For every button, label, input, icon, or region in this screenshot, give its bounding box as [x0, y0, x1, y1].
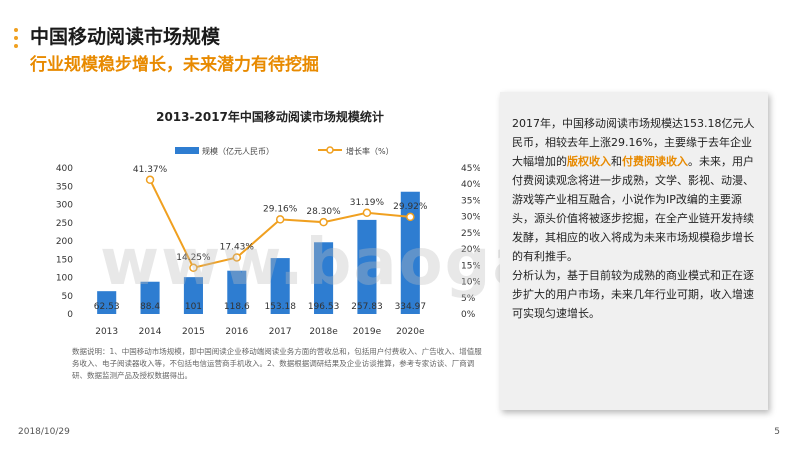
growth-rate-label: 29.92% — [393, 202, 428, 212]
growth-rate-point — [319, 217, 328, 227]
bar-value-label: 88.4 — [140, 302, 160, 312]
growth-rate-point — [275, 215, 285, 224]
market-size-chart: 规模（亿元人民币） 增长率（%） 0 50 100 150 200 250 300 350 400 0… — [56, 146, 480, 337]
y-right-tick-label: 15% — [461, 261, 480, 271]
x-tick-label: 2019e — [353, 327, 382, 337]
growth-rate-point — [232, 253, 242, 262]
growth-rate-label: 17.43% — [220, 242, 255, 252]
bar — [97, 291, 117, 314]
bar — [227, 270, 247, 314]
growth-rate-point — [406, 212, 415, 222]
bar-value-label: 62.53 — [94, 302, 120, 312]
growth-rate-point — [145, 175, 155, 185]
y-right-tick-label: 40% — [461, 180, 480, 190]
bar — [270, 258, 290, 314]
y-left-tick-label: 0 — [67, 310, 73, 320]
y-left-tick-label: 400 — [56, 164, 73, 174]
page-title: 中国移动阅读市场规模 — [30, 26, 221, 48]
analysis-textbox: 2017年，中国移动阅读市场规模达153.18亿元人民币，相较去年上涨29.16… — [500, 92, 768, 410]
growth-rate-label: 28.30% — [306, 207, 341, 217]
footer-date: 2018/10/29 — [18, 427, 70, 437]
x-tick-label: 2016 — [225, 327, 248, 337]
highlight-paid-reading-income: 付费阅读收入 — [622, 155, 688, 168]
y-right-tick-label: 5% — [461, 294, 476, 304]
page-number: 5 — [774, 427, 780, 437]
analysis-paragraph-2: 分析认为，基于目前较为成熟的商业模式和正在逐步扩大的用户市场，未来几年行业可期，… — [512, 269, 754, 320]
chart-title: 2013-2017年中国移动阅读市场规模统计 — [156, 110, 384, 124]
growth-rate-label: 31.19% — [350, 198, 385, 208]
legend-line-marker — [326, 146, 334, 154]
bar — [314, 242, 334, 314]
x-tick-label: 2014 — [139, 327, 162, 337]
y-left-tick-label: 300 — [56, 201, 73, 211]
x-tick-label: 2020e — [396, 327, 425, 337]
y-right-tick-label: 10% — [461, 278, 480, 288]
highlight-copyright-income: 版权收入 — [567, 155, 611, 168]
growth-rate-label: 41.37% — [133, 165, 168, 175]
x-tick-label: 2018e — [309, 327, 338, 337]
growth-rate-point — [189, 263, 198, 273]
y-left-tick-label: 250 — [56, 219, 73, 229]
y-left-tick-label: 50 — [62, 292, 74, 302]
bar-value-label: 153.18 — [264, 302, 296, 312]
bar-value-label: 118.6 — [224, 302, 250, 312]
legend-bar-label: 规模（亿元人民币） — [202, 146, 274, 156]
title-accent-dots — [14, 28, 20, 52]
bar-value-label: 196.53 — [308, 302, 340, 312]
y-right-tick-label: 0% — [461, 310, 476, 320]
growth-rate-label: 14.25% — [176, 253, 211, 263]
y-right-tick-label: 25% — [461, 229, 480, 239]
bar-value-label: 257.83 — [351, 302, 383, 312]
bar-value-label: 101 — [185, 302, 202, 312]
data-note: 数据说明：1、中国移动市场规模，即中国阅读企业移动端阅读业务方面的营收总和，包括… — [72, 347, 482, 380]
y-left-tick-label: 350 — [56, 182, 73, 192]
legend-bar-swatch — [175, 147, 199, 154]
y-left-tick-label: 200 — [56, 237, 73, 247]
x-tick-label: 2015 — [182, 327, 205, 337]
analysis-paragraph-1: 2017年，中国移动阅读市场规模达153.18亿元人民币，相较去年上涨29.16… — [512, 117, 755, 263]
y-right-tick-label: 20% — [461, 245, 480, 255]
bar — [183, 277, 203, 314]
growth-rate-label: 29.16% — [263, 204, 298, 214]
page-subtitle: 行业规模稳步增长，未来潜力有待挖掘 — [30, 55, 319, 75]
y-right-tick-label: 30% — [461, 213, 480, 223]
x-tick-label: 2013 — [95, 327, 118, 337]
bar — [400, 191, 420, 314]
y-right-tick-label: 45% — [461, 164, 480, 174]
growth-rate-point — [362, 208, 372, 218]
y-left-tick-label: 100 — [56, 274, 73, 284]
y-left-tick-label: 150 — [56, 255, 73, 265]
legend-line-label: 增长率（%） — [346, 146, 394, 156]
x-tick-label: 2017 — [269, 327, 292, 337]
y-right-tick-label: 35% — [461, 196, 480, 206]
bar-value-label: 334.97 — [395, 302, 427, 312]
bar — [357, 219, 377, 314]
bar — [140, 281, 160, 314]
